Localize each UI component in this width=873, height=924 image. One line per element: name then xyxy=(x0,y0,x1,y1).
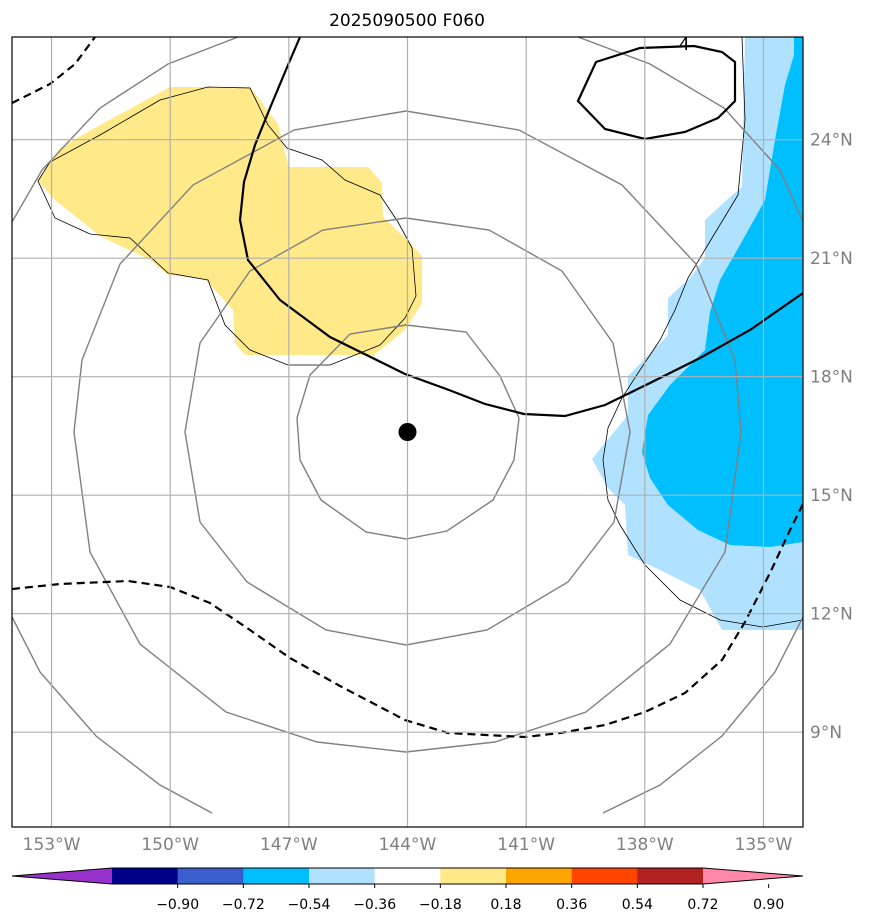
colorbar-tick-label: −0.54 xyxy=(288,897,331,913)
longitude-tick-label: 135°W xyxy=(735,835,793,855)
colorbar-segment xyxy=(112,868,179,884)
colorbar-segment xyxy=(637,868,704,884)
longitude-tick-label: 144°W xyxy=(379,835,437,855)
dashed-contour xyxy=(12,503,803,739)
storm-center-marker xyxy=(398,423,417,441)
colorbar-tick-label: −0.36 xyxy=(353,897,396,913)
graticule xyxy=(12,37,803,827)
gray-ring xyxy=(577,37,803,223)
longitude-tick-label: 147°W xyxy=(260,835,318,855)
colorbar-tick-label: −0.18 xyxy=(419,897,462,913)
gray-ring xyxy=(184,217,631,646)
latitude-tick-label: 12°N xyxy=(810,605,853,625)
colorbar-segment xyxy=(374,868,441,884)
latitude-tick-label: 9°N xyxy=(810,723,842,743)
latitude-tick-label: 24°N xyxy=(810,131,853,151)
colorbar-segment xyxy=(177,868,244,884)
thick-contour xyxy=(238,37,803,418)
colorbar-segment xyxy=(440,868,507,884)
longitude-tick-label: 150°W xyxy=(141,835,199,855)
latitude-tick-labels: 24°N 21°N 18°N 15°N 12°N 9°N xyxy=(810,131,853,744)
gray-ring xyxy=(602,616,803,814)
colorbar-segment xyxy=(506,868,573,884)
gray-ring xyxy=(12,616,213,814)
latitude-tick-label: 15°N xyxy=(810,486,853,506)
colorbar-segment xyxy=(243,868,310,884)
longitude-tick-label: 153°W xyxy=(23,835,81,855)
thin-contour xyxy=(37,86,417,366)
dashed-contour xyxy=(12,37,96,104)
contour-label: 4 xyxy=(679,35,690,55)
colorbar-segment xyxy=(309,868,376,884)
gray-ring xyxy=(296,324,520,540)
longitude-tick-labels: 153°W 150°W 147°W 144°W 141°W 138°W 135°W xyxy=(23,835,793,855)
thin-contour-group xyxy=(37,37,803,628)
colorbar-tick-label: 0.36 xyxy=(556,897,587,913)
colorbar-tick-label: 0.72 xyxy=(687,897,718,913)
colorbar-tick-label: 0.18 xyxy=(490,897,521,913)
thick-contour-group xyxy=(238,37,803,418)
colorbar: −0.90 −0.72 −0.54 −0.36 −0.18 0.18 0.36 0.54 0.7… xyxy=(11,867,804,913)
colorbar-tick-label: −0.90 xyxy=(156,897,199,913)
gray-ring xyxy=(73,110,742,753)
gray-ring xyxy=(12,37,239,223)
thick-contour xyxy=(576,44,737,141)
colorbar-segment xyxy=(571,868,638,884)
positive-anomaly-fill xyxy=(38,87,422,355)
colorbar-tick-label: −0.72 xyxy=(222,897,265,913)
longitude-tick-label: 138°W xyxy=(616,835,674,855)
chart-title: 2025090500 F060 xyxy=(329,11,485,31)
map-plot-area: 4 xyxy=(12,35,803,827)
colorbar-outline xyxy=(11,867,804,885)
thin-contour xyxy=(602,37,803,628)
colorbar-tick-label: 0.54 xyxy=(622,897,653,913)
longitude-tick-label: 141°W xyxy=(497,835,555,855)
gray-ring-group xyxy=(12,37,803,814)
colorbar-tick-label: 0.90 xyxy=(753,897,784,913)
dashed-contour-group xyxy=(12,37,803,739)
map-frame xyxy=(11,36,804,828)
latitude-tick-label: 18°N xyxy=(810,368,853,388)
latitude-tick-label: 21°N xyxy=(810,249,853,269)
colorbar-extend-low xyxy=(12,868,112,884)
colorbar-extend-high xyxy=(703,868,803,884)
negative-anomaly-fill-dark xyxy=(642,37,803,547)
